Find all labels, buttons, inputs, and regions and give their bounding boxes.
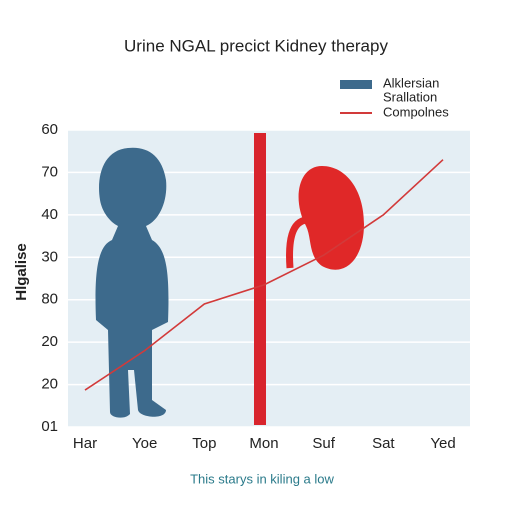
x-tick-label: Top xyxy=(192,435,216,452)
legend-label: Alklersian xyxy=(383,75,439,90)
y-tick-label: 30 xyxy=(41,248,58,265)
x-tick-label: Har xyxy=(73,435,97,452)
y-tick-label: 70 xyxy=(41,163,58,180)
illustration xyxy=(95,133,364,425)
legend-swatch xyxy=(340,80,372,89)
y-axis-label: Hlgalise xyxy=(13,243,30,301)
y-tick-label: 20 xyxy=(41,376,58,393)
y-tick-label: 60 xyxy=(41,121,58,138)
kidney xyxy=(298,166,364,270)
x-tick-label: Yed xyxy=(430,435,455,452)
legend-label: Compolnes xyxy=(383,104,449,119)
x-tick-label: Yoe xyxy=(132,435,157,452)
y-tick-label: 20 xyxy=(41,333,58,350)
x-tick-label: Suf xyxy=(312,435,335,452)
legend-label: Srallation xyxy=(383,89,437,104)
y-tick-label: 80 xyxy=(41,291,58,308)
y-tick-label: 40 xyxy=(41,206,58,223)
footer: This starys in kiling a low xyxy=(190,471,334,486)
data-line xyxy=(84,159,444,391)
vertical-band xyxy=(254,133,266,425)
child-silhouette xyxy=(95,147,169,418)
y-tick-label: 01 xyxy=(41,418,58,435)
x-tick-label: Sat xyxy=(372,435,395,452)
kidney-tube xyxy=(286,216,308,269)
chart-title: Urine NGAL precict Kidney therapy xyxy=(124,36,388,55)
x-tick-label: Mon xyxy=(249,435,278,452)
